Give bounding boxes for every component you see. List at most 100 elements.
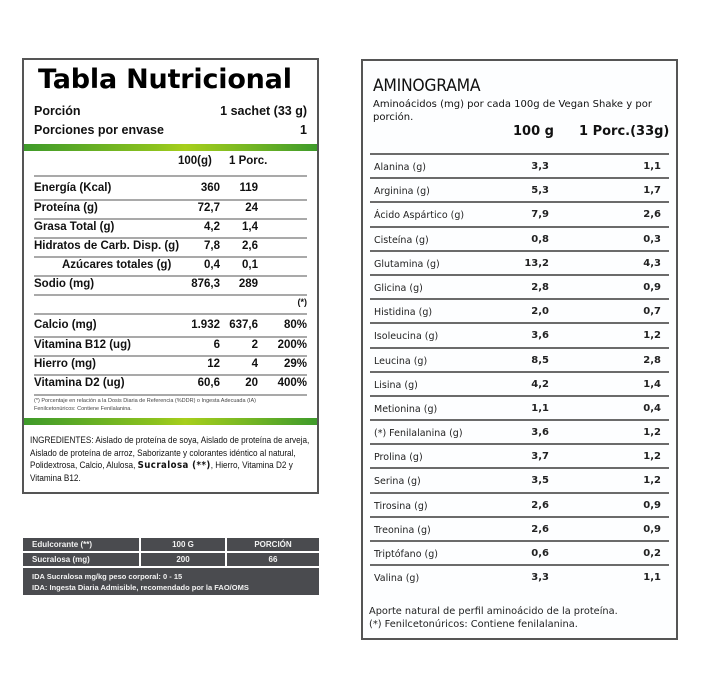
- mineral-portion: 4: [251, 358, 258, 370]
- divider: [34, 237, 307, 239]
- servings-per-pack-value: 1: [300, 123, 307, 137]
- ingredients-label: INGREDIENTES:: [30, 435, 94, 446]
- divider: [34, 256, 307, 258]
- amino-per100: 3,6: [531, 427, 549, 439]
- amino-row: Alanina (g) 3,3 1,1: [370, 153, 669, 177]
- ingredients-part-2: , Hierro, Vitamina D2 y Vitamina B12.: [30, 460, 293, 484]
- nutrient-label: Grasa Total (g): [34, 221, 115, 233]
- divider: [34, 374, 307, 376]
- ingredients-part-1: Aislado de proteína de soya, Aislado de …: [30, 435, 310, 471]
- amino-label: Ácido Aspártico (g): [374, 210, 465, 222]
- nutrient-label: Hidratos de Carb. Disp. (g): [34, 240, 180, 252]
- sweetener-header-name: Edulcorante (**): [23, 538, 141, 553]
- nutrient-label: Sodio (mg): [34, 278, 95, 290]
- nutrient-portion: 0,1: [242, 259, 258, 271]
- amino-per100: 3,7: [531, 451, 549, 463]
- amino-row: Glutamina (g) 13,2 4,3: [370, 249, 669, 274]
- amino-label: Glicina (g): [374, 282, 423, 294]
- amino-label: Serina (g): [374, 476, 421, 488]
- aminogram-footer-phenylketonuric: (*) Fenilcetonúricos: Contiene fenilalan…: [369, 619, 578, 630]
- amino-per100: 0,6: [531, 548, 549, 559]
- divider: [34, 355, 307, 357]
- nutrition-title: Tabla Nutricional: [38, 64, 292, 95]
- divider: [34, 294, 307, 296]
- aminogram-description: Aminoácidos (mg) por cada 100g de Vegan …: [373, 99, 652, 123]
- amino-per100: 2,0: [531, 306, 549, 318]
- pct-header: (*): [297, 297, 308, 307]
- amino-portion: 0,4: [643, 402, 661, 414]
- nutrient-per100: 72,7: [197, 202, 220, 214]
- sweetener-data-row: Sucralosa (mg) 200 66: [23, 553, 319, 568]
- mineral-per100: 12: [207, 358, 220, 370]
- nutrient-portion: 1,4: [242, 221, 258, 233]
- amino-row: Tirosina (g) 2,6 0,9: [370, 491, 669, 516]
- nutrient-row: Proteína (g) 72,7 24: [34, 202, 307, 220]
- nutrient-row: Grasa Total (g) 4,2 1,4: [34, 221, 307, 239]
- serving-size-value: 1 sachet (33 g): [220, 104, 307, 118]
- amino-label: Leucina (g): [374, 355, 428, 367]
- amino-row: Isoleucina (g) 3,6 1,2: [370, 322, 669, 346]
- mineral-label: Vitamina D2 (ug): [34, 377, 125, 389]
- mineral-row: Vitamina B12 (ug) 6 2 200%: [34, 339, 307, 357]
- amino-per100: 5,3: [531, 185, 549, 197]
- mineral-label: Hierro (mg): [34, 358, 96, 370]
- sweetener-header-row: Edulcorante (**) 100 G PORCIÓN: [23, 538, 319, 553]
- amino-portion: 0,9: [643, 499, 661, 511]
- mineral-portion: 637,6: [229, 319, 258, 331]
- amino-row: Treonina (g) 2,6 0,9: [370, 515, 669, 540]
- sweetener-note-ida-definition: IDA: Ingesta Diaria Admisible, recomenda…: [32, 583, 249, 592]
- amino-portion: 0,2: [643, 548, 661, 559]
- column-header-100g: 100(g): [178, 155, 212, 167]
- amino-portion: 4,3: [643, 257, 661, 269]
- amino-per100: 3,6: [531, 330, 549, 342]
- nutrient-row: Hidratos de Carb. Disp. (g) 7,8 2,6: [34, 240, 307, 258]
- amino-per100: 8,5: [531, 354, 549, 366]
- amino-row: Ácido Aspártico (g) 7,9 2,6: [370, 201, 669, 225]
- nutrient-label: Azúcares totales (g): [62, 259, 172, 271]
- amino-label: Glutamina (g): [374, 258, 440, 270]
- amino-row: Histidina (g) 2,0 0,7: [370, 298, 669, 322]
- mineral-per100: 1.932: [191, 319, 220, 331]
- divider: [34, 313, 307, 315]
- nutrient-label: Proteína (g): [34, 202, 98, 214]
- nutrient-per100: 0,4: [204, 259, 220, 271]
- amino-label: Valina (g): [374, 573, 420, 585]
- aminogram-table: Alanina (g) 3,3 1,1 Arginina (g) 5,3 1,7 Áci…: [370, 153, 669, 588]
- amino-per100: 2,6: [531, 499, 549, 511]
- amino-portion: 1,2: [643, 427, 661, 439]
- column-header-portion: 1 Porc.: [229, 155, 268, 167]
- amino-portion: 0,7: [643, 306, 661, 318]
- pct-header-row: (*): [34, 297, 308, 315]
- amino-row: Metionina (g) 1,1 0,4: [370, 394, 669, 419]
- sweetener-table: Edulcorante (**) 100 G PORCIÓN Sucralosa…: [23, 538, 319, 595]
- nutrient-per100: 4,2: [204, 221, 220, 233]
- amino-label: (*) Fenilalanina (g): [374, 428, 463, 440]
- mineral-pct: 80%: [283, 319, 307, 331]
- amino-portion: 1,2: [643, 451, 661, 463]
- divider: [34, 175, 307, 177]
- nutrient-label: Energía (Kcal): [34, 182, 112, 194]
- mineral-portion: 20: [245, 377, 258, 389]
- amino-label: Histidina (g): [374, 307, 433, 319]
- amino-portion: 0,9: [643, 281, 661, 293]
- aminogram-header-100g: 100 g: [513, 124, 554, 139]
- amino-per100: 2,6: [531, 523, 549, 535]
- divider: [34, 218, 307, 220]
- nutrient-portion: 119: [239, 182, 258, 194]
- amino-label: Tirosina (g): [374, 500, 428, 512]
- amino-row: Valina (g) 3,3 1,1: [370, 564, 669, 588]
- amino-portion: 0,3: [643, 233, 661, 245]
- serving-size-row: Porción 1 sachet (33 g): [34, 104, 307, 118]
- sweetener-header-portion: PORCIÓN: [227, 538, 319, 553]
- mineral-row: Calcio (mg) 1.932 637,6 80%: [34, 319, 307, 337]
- divider: [34, 336, 307, 338]
- sweetener-portion: 66: [227, 553, 319, 568]
- mineral-per100: 60,6: [197, 377, 220, 389]
- sweetener-notes: IDA Sucralosa mg/kg peso corporal: 0 - 1…: [23, 568, 319, 595]
- amino-portion: 0,9: [643, 523, 661, 535]
- ingredients-sweetener: Sucralosa (**): [137, 460, 211, 471]
- mineral-pct: 200%: [277, 339, 307, 351]
- mineral-row: Vitamina D2 (ug) 60,6 20 400%: [34, 377, 307, 395]
- nutrient-portion: 289: [238, 278, 258, 290]
- nutrient-portion: 2,6: [242, 240, 258, 252]
